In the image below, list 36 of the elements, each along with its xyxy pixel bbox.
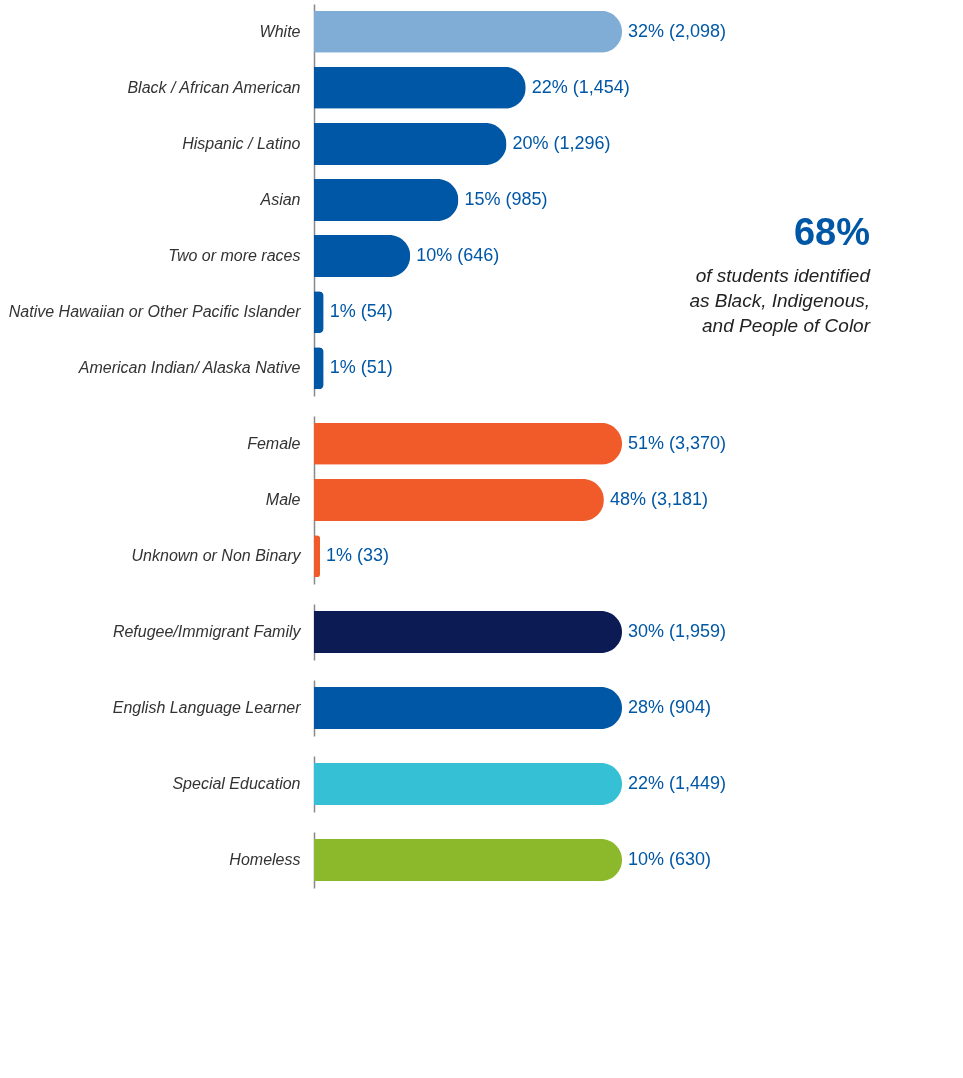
data-label: 10% (646): [416, 245, 500, 266]
data-label: 10% (630): [628, 849, 712, 869]
y-tick-label: White: [259, 22, 301, 40]
y-tick-label: Female: [247, 434, 301, 452]
data-label: 1% (54): [329, 301, 393, 322]
bar: [314, 66, 526, 109]
y-tick-label: English Language Learner: [112, 699, 302, 716]
bar: [314, 347, 324, 390]
y-tick-label: Homeless: [229, 851, 301, 868]
y-tick-label: Two or more races: [168, 247, 301, 265]
text: 68%: [793, 210, 870, 253]
data-label: 30% (1,959): [628, 621, 727, 641]
data-label: 51% (3,370): [628, 432, 727, 453]
data-label: 1% (51): [329, 357, 393, 378]
data-label: 28% (904): [628, 697, 712, 717]
y-tick-label: Asian: [259, 191, 301, 208]
data-label: 1% (33): [326, 545, 390, 566]
y-tick-label: Black / African American: [127, 78, 301, 96]
y-tick-label: American Indian/ Alaska Native: [77, 359, 301, 377]
data-label: 15% (985): [464, 189, 548, 209]
y-tick-label: Native Hawaiian or Other Pacific Islander: [8, 303, 302, 321]
y-tick-label: Special Education: [172, 775, 301, 792]
y-tick-label: Refugee/Immigrant Family: [112, 623, 302, 640]
y-tick-label: Male: [265, 491, 301, 508]
text: of students identified as Black, Indigenous, and People of Color: [689, 265, 872, 337]
data-label: 22% (1,449): [628, 773, 727, 793]
data-label: 48% (3,181): [609, 489, 708, 509]
bar: [314, 179, 459, 221]
bar: [314, 122, 507, 165]
y-tick-label: Hispanic / Latino: [182, 134, 301, 152]
data-label: 20% (1,296): [512, 132, 611, 153]
y-tick-label: Unknown or Non Binary: [131, 547, 302, 565]
bar: [314, 10, 622, 53]
data-label: 32% (2,098): [628, 20, 727, 41]
data-label: 22% (1,454): [531, 76, 630, 97]
bar: [314, 235, 411, 278]
